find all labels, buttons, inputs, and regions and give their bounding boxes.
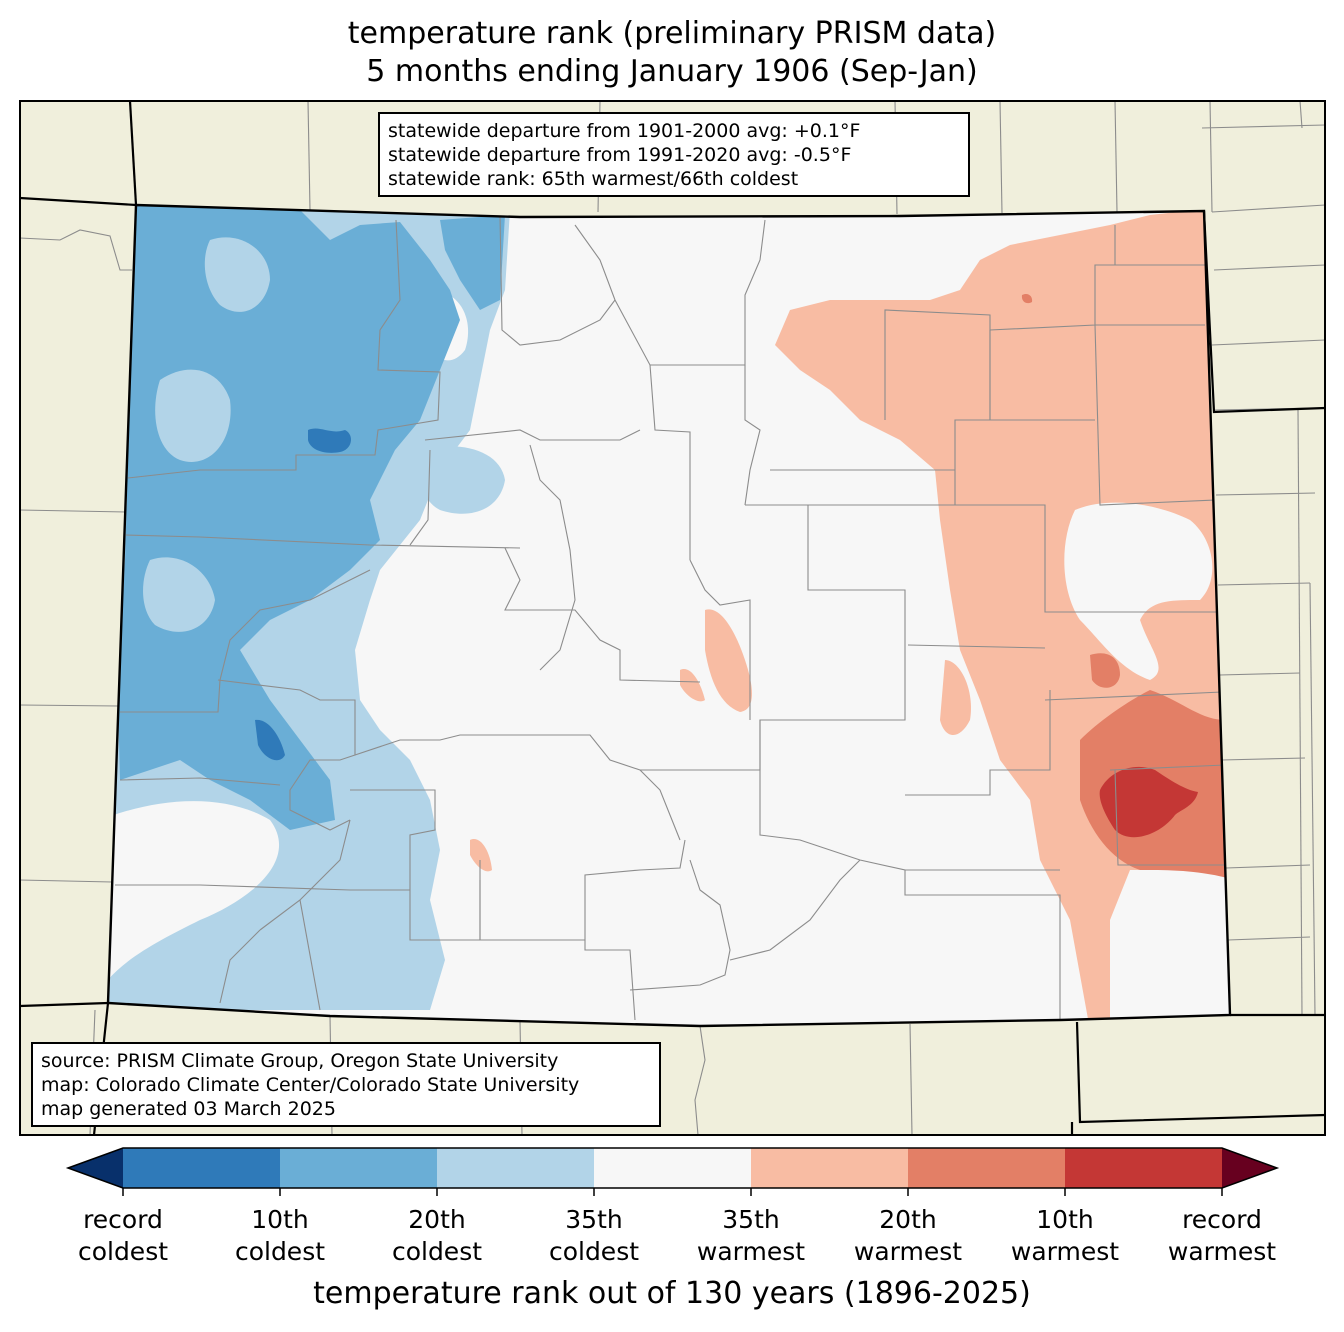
zone-35th-warmest-center3 [470, 839, 492, 872]
zone-20th-coldest-n [440, 215, 505, 310]
colorbar-segment-3 [437, 1148, 594, 1188]
colorado-rank-field [108, 205, 1230, 1026]
stat-statewide-rank: statewide rank: 65th warmest/66th coldes… [388, 168, 799, 190]
statewide-stats-box: statewide departure from 1901-2000 avg: … [378, 112, 970, 197]
colorbar-tick-label: 20th coldest [391, 1205, 483, 1266]
zone-near-normal-e [1064, 502, 1213, 680]
map-credit: map: Colorado Climate Center/Colorado St… [41, 1074, 580, 1096]
colorbar-tick-label: record coldest [77, 1205, 169, 1266]
colorbar-segment-7 [1065, 1148, 1222, 1188]
zone-35th-warmest-left [940, 660, 971, 735]
zone-20th-warmest-patch [1090, 653, 1120, 688]
zone-10th-coldest-1 [308, 428, 352, 453]
zone-near-normal-sw [108, 801, 279, 990]
zone-20th-coldest [118, 205, 460, 830]
colorbar-extend-cold [68, 1148, 123, 1188]
zone-10th-warmest [1099, 766, 1198, 838]
colorbar-segment-5 [751, 1148, 908, 1188]
zone-10th-coldest-2 [255, 719, 285, 761]
map-title-line1: temperature rank (preliminary PRISM data… [347, 16, 997, 51]
colorbar-segment-6 [908, 1148, 1065, 1188]
zone-35th-warmest-center1 [705, 609, 752, 712]
colorbar-segment-2 [280, 1148, 437, 1188]
map-frame [19, 100, 1326, 1136]
colorbar [65, 1147, 1280, 1196]
colorbar-tick-label: 35th coldest [548, 1205, 640, 1266]
zone-35th-coldest-patch [418, 446, 505, 514]
colorbar-segment-4 [594, 1148, 751, 1188]
zone-35th-warmest-center2 [680, 669, 705, 702]
stat-departure-1991-2020: statewide departure from 1991-2020 avg: … [388, 144, 852, 166]
zone-35th-coldest-hole3 [204, 237, 270, 312]
map-title-line2: 5 months ending January 1906 (Sep-Jan) [366, 54, 978, 89]
zone-near-normal-se [1110, 870, 1230, 1026]
colorbar-tick-label: 10th warmest [1010, 1205, 1120, 1266]
colorado-county-lines [115, 214, 1228, 1021]
source-box: source: PRISM Climate Group, Oregon Stat… [31, 1042, 661, 1127]
colorbar-tick-label: record warmest [1167, 1205, 1277, 1266]
map-generated-date: map generated 03 March 2025 [41, 1098, 336, 1120]
zone-35th-coldest-hole1 [155, 369, 231, 462]
colorbar-tick-label: 35th warmest [696, 1205, 806, 1266]
colorado-border [106, 203, 1232, 1028]
colorbar-tick-label: 10th coldest [234, 1205, 326, 1266]
colorbar-tick-label: 20th warmest [853, 1205, 963, 1266]
source-credit: source: PRISM Climate Group, Oregon Stat… [41, 1050, 559, 1072]
colorbar-axis-label: temperature rank out of 130 years (1896-… [313, 1276, 1031, 1311]
zone-20th-warmest-dot [1021, 293, 1033, 304]
stat-departure-1901-2000: statewide departure from 1901-2000 avg: … [388, 120, 861, 142]
colorbar-segment-1 [123, 1148, 280, 1188]
zone-35th-coldest-hole2 [143, 557, 215, 632]
colorbar-extend-warm [1222, 1148, 1277, 1188]
